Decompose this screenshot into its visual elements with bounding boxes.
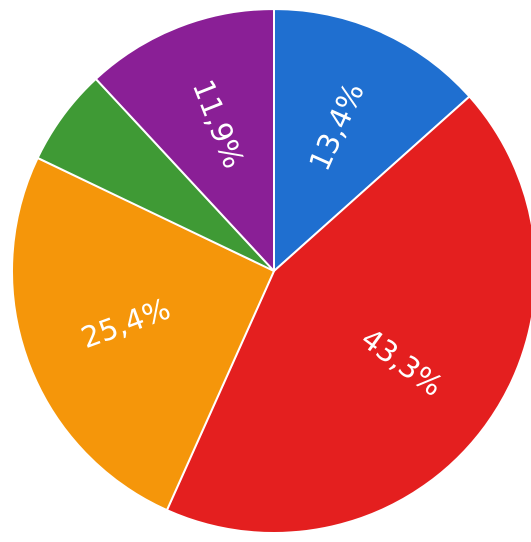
pie-slice-5 bbox=[94, 8, 275, 272]
pie-slice-2 bbox=[165, 95, 531, 535]
pie-slice-3 bbox=[11, 156, 275, 512]
pie-slices bbox=[11, 8, 531, 535]
pie-slice-1 bbox=[273, 8, 471, 272]
